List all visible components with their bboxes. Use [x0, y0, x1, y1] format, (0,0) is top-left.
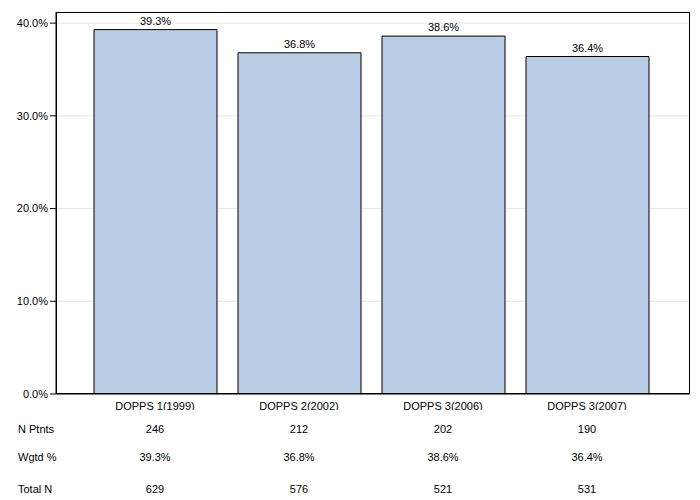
html-text:36.8%: 36.8%	[283, 451, 315, 463]
html-text:N Ptnts: N Ptnts	[18, 423, 55, 435]
html-text:576: 576	[289, 483, 309, 495]
html-text:246: 246	[145, 423, 165, 435]
svg-text:10.0%: 10.0%	[17, 295, 48, 307]
svg-text:20.0%: 20.0%	[17, 202, 48, 214]
html-text:212: 212	[289, 423, 309, 435]
svg-text:38.6%: 38.6%	[428, 21, 459, 33]
svg-text:DOPPS 1(1999): DOPPS 1(1999)	[115, 400, 194, 410]
html-text:190: 190	[577, 423, 597, 435]
svg-text:30.0%: 30.0%	[17, 110, 48, 122]
html-text:531: 531	[577, 483, 597, 495]
html-text:36.4%: 36.4%	[571, 451, 603, 463]
html-text:521: 521	[433, 483, 453, 495]
svg-text:0.0%: 0.0%	[23, 388, 48, 400]
svg-text:DOPPS 3(2006): DOPPS 3(2006)	[403, 400, 482, 410]
html-text:Total N: Total N	[18, 483, 53, 495]
html-text:629: 629	[145, 483, 165, 495]
svg-text:DOPPS 2(2002): DOPPS 2(2002)	[259, 400, 338, 410]
html-text:38.6%: 38.6%	[427, 451, 459, 463]
html-text:Wgtd %: Wgtd %	[18, 451, 57, 463]
html-text:202: 202	[433, 423, 453, 435]
html-text:39.3%: 39.3%	[139, 451, 171, 463]
svg-text:36.4%: 36.4%	[572, 42, 603, 54]
svg-text:40.0%: 40.0%	[17, 17, 48, 29]
svg-text:36.8%: 36.8%	[284, 38, 315, 50]
svg-text:DOPPS 3(2007): DOPPS 3(2007)	[547, 400, 626, 410]
svg-text:39.3%: 39.3%	[140, 15, 171, 27]
